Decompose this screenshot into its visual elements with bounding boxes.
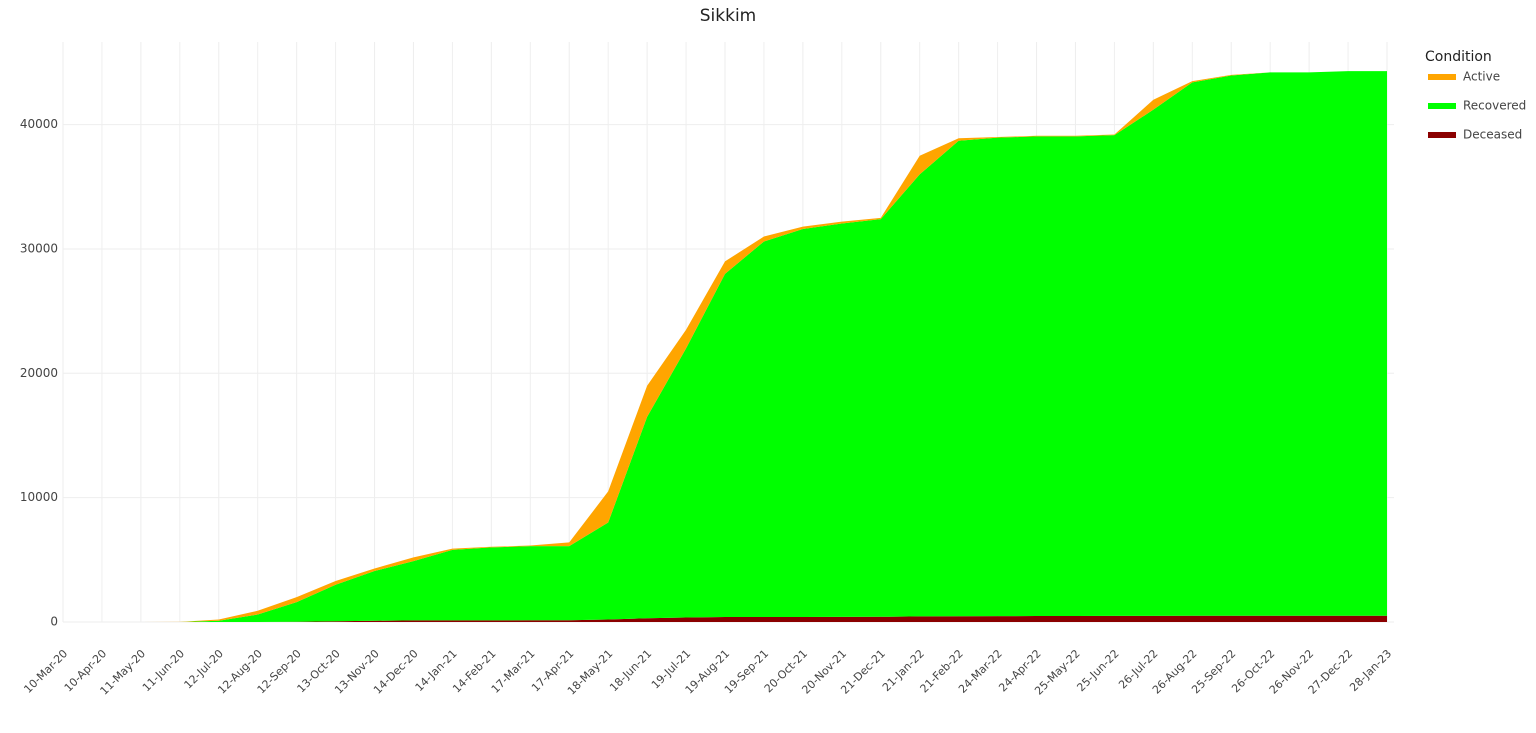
area (63, 615, 1387, 622)
y-tick-label: 40000 (20, 117, 58, 131)
x-tick-label: 25-Jun-22 (1074, 647, 1121, 694)
legend-title: Condition (1425, 49, 1492, 65)
y-tick-label: 10000 (20, 490, 58, 504)
x-tick-label: 10-Mar-20 (21, 647, 70, 696)
chart-title: Sikkim (700, 6, 757, 26)
area (63, 71, 1387, 622)
y-tick-label: 30000 (20, 241, 58, 255)
x-tick-label: 11-Jun-20 (140, 647, 187, 694)
legend-label: Deceased (1463, 128, 1522, 142)
x-tick-label: 18-Jun-21 (607, 647, 654, 694)
y-tick-label: 0 (50, 615, 58, 629)
legend-label: Recovered (1463, 99, 1526, 113)
legend-label: Active (1463, 70, 1500, 84)
x-tick-label: 28-Jan-23 (1347, 647, 1394, 694)
y-tick-label: 20000 (20, 366, 58, 380)
